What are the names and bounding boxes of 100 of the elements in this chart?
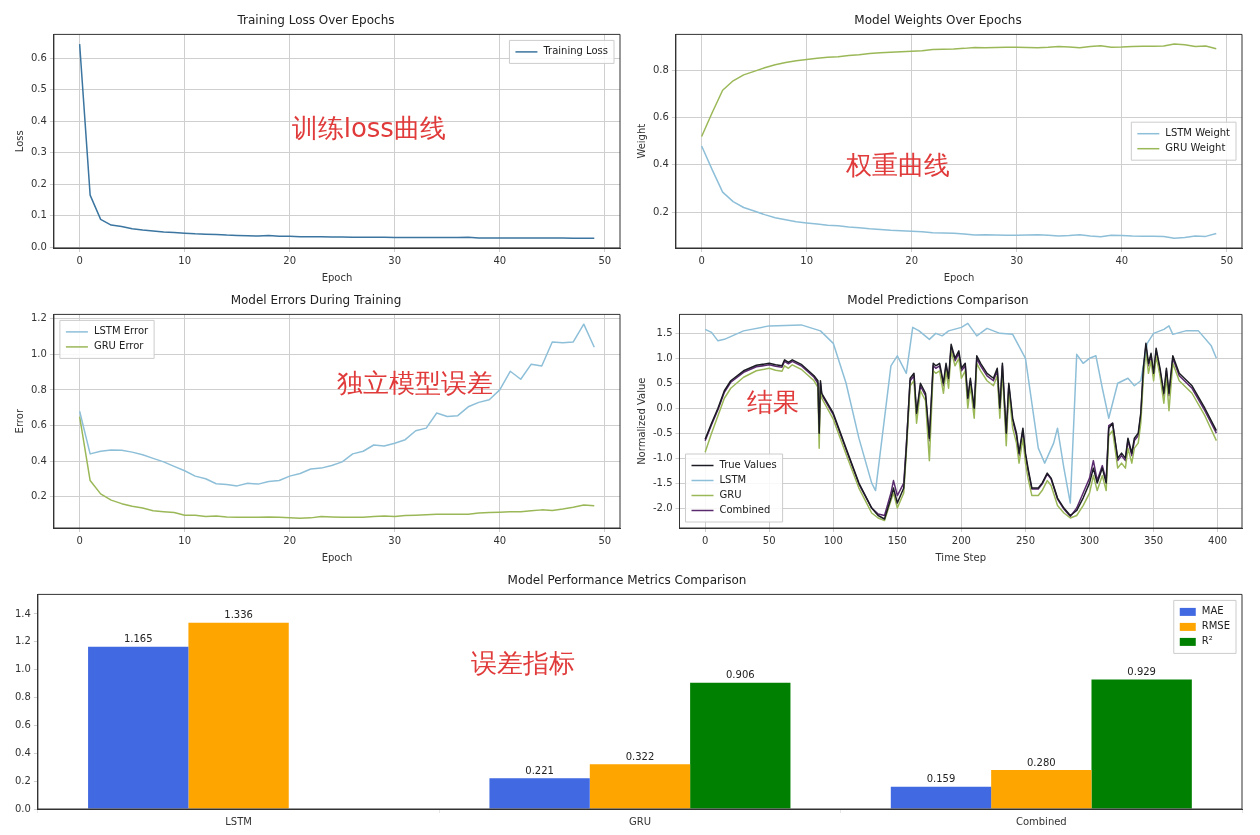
annotation: 结果 [747,386,800,417]
x-tick-label: 50 [598,254,612,266]
x-tick-label: 40 [1115,254,1129,266]
y-tick-label: 0.6 [15,718,31,730]
y-tick-label: 0.0 [31,240,47,252]
x-tick-label: 50 [762,534,776,546]
x-tick-label: 20 [905,254,919,266]
data-label: 0.280 [1027,756,1056,768]
y-tick-label: 1.5 [656,326,673,338]
x-tick-label: 40 [493,254,507,266]
x-axis-title: Epoch [321,271,353,283]
legend-label: RMSE [1201,620,1231,632]
chart-title: Model Performance Metrics Comparison [507,573,747,588]
bar [890,786,992,809]
data-label: 0.159 [926,773,956,785]
y-tick-label: 0.1 [31,209,47,221]
x-tick-label: 100 [823,534,843,546]
y-tick-label: -1.0 [653,451,673,463]
x-tick-label: 0 [76,534,83,546]
y-tick-label: -2.0 [653,501,673,513]
x-tick-label: Combined [1015,815,1067,827]
y-tick-label: 0.8 [653,63,669,75]
y-tick-label: 1.0 [15,663,31,675]
bar [489,778,590,809]
annotation: 权重曲线 [844,149,950,180]
x-axis-title: Epoch [943,271,975,283]
y-tick-label: 1.0 [31,347,47,359]
data-label: 0.322 [625,750,655,762]
x-axis-title: Epoch [321,551,353,563]
y-tick-label: 0.4 [31,454,47,466]
y-axis-title: Normalized Value [635,377,647,465]
data-label: 0.221 [525,764,554,776]
legend-label: GRU Weight [1165,142,1226,154]
data-label: 1.165 [123,633,153,645]
x-tick-label: 0 [698,254,705,266]
x-tick-label: LSTM [225,815,252,827]
x-tick-label: 50 [598,534,612,546]
y-tick-label: 0.2 [15,774,31,786]
x-tick-label: 250 [1015,534,1036,546]
y-tick-label: 0.8 [15,691,31,703]
chart-title: Model Weights Over Epochs [854,13,1022,28]
x-tick-label: 400 [1208,534,1228,546]
x-tick-label: 10 [800,254,814,266]
x-tick-label: GRU [628,815,651,827]
y-tick-label: 0.4 [653,158,669,170]
legend-label: True Values [718,459,777,471]
y-tick-label: -1.5 [653,476,673,488]
y-tick-label: 0.2 [31,490,47,502]
y-tick-label: 0.3 [31,146,47,158]
x-tick-label: 30 [388,254,402,266]
legend-label: GRU [719,489,742,501]
annotation: 训练loss曲线 [291,113,446,144]
x-tick-label: 150 [887,534,907,546]
x-tick-label: 0 [701,534,709,546]
y-tick-label: 0.6 [31,51,47,63]
x-tick-label: 350 [1144,534,1164,546]
y-axis-title: Loss [13,130,25,153]
y-tick-label: 0.5 [31,83,47,95]
x-axis-title: Time Step [934,551,986,563]
y-tick-label: 0.4 [15,746,31,758]
x-tick-label: 20 [283,254,297,266]
x-tick-label: 40 [493,534,507,546]
x-tick-label: 200 [951,534,971,546]
x-tick-label: 0 [76,254,83,266]
y-tick-label: 1.2 [15,635,31,647]
annotation: 误差指标 [471,647,576,678]
bar [690,682,791,809]
legend-label: R² [1201,635,1213,647]
x-tick-label: 30 [388,534,402,546]
bar [88,646,189,809]
chart-title: Training Loss Over Epochs [236,13,395,28]
bar [1091,679,1192,809]
bar [188,622,289,809]
x-tick-label: 50 [1220,254,1234,266]
legend-label: LSTM Weight [1165,127,1231,139]
legend-label: Combined [719,504,771,516]
data-label: 1.336 [224,609,253,621]
y-tick-label: 0.5 [656,376,673,388]
y-axis-title: Error [13,408,25,434]
data-label: 0.906 [725,669,755,681]
legend-label: MAE [1201,605,1224,617]
y-axis-title: Weight [635,123,647,159]
bar [991,769,1092,809]
y-tick-label: -0.5 [653,426,673,438]
data-label: 0.929 [1127,666,1156,678]
x-tick-label: 300 [1079,534,1100,546]
y-tick-label: 1.4 [15,607,31,619]
x-tick-label: 30 [1010,254,1024,266]
y-tick-label: 1.0 [656,351,673,363]
y-tick-label: 0.2 [31,177,47,189]
y-tick-label: 0.8 [31,383,47,395]
y-tick-label: 0.0 [656,401,673,413]
x-tick-label: 10 [178,534,192,546]
legend-label: LSTM Error [93,325,149,337]
chart-title: Model Errors During Training [230,293,402,308]
x-tick-label: 10 [178,254,192,266]
y-tick-label: 0.2 [653,205,669,217]
y-tick-label: 0.4 [31,114,47,126]
annotation: 独立模型误差 [336,367,493,398]
legend-label: LSTM [719,474,747,486]
